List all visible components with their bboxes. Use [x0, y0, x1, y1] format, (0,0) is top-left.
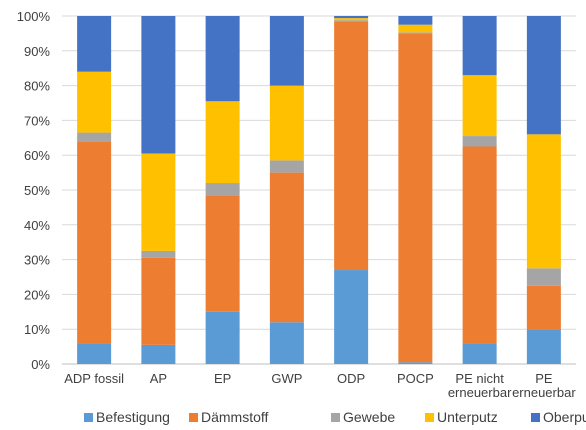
- bar-segment-gewebe: [205, 183, 240, 196]
- bar-segment-unterputz: [141, 153, 176, 251]
- bar-segment-dämmstoff: [334, 21, 369, 271]
- bar-segment-dämmstoff: [526, 285, 561, 330]
- bar-segment-oberputz: [205, 16, 240, 102]
- legend-swatch: [84, 413, 93, 422]
- bar-segment-befestigung: [77, 343, 112, 364]
- bars: [77, 16, 561, 364]
- y-tick-label: 50%: [24, 183, 50, 198]
- bar-segment-oberputz: [334, 16, 369, 19]
- x-tick-label: PE erneuerbar: [512, 371, 576, 400]
- y-tick-label: 80%: [24, 79, 50, 94]
- y-tick-label: 20%: [24, 287, 50, 302]
- legend-swatch: [189, 413, 198, 422]
- bar-segment-dämmstoff: [141, 257, 176, 345]
- bar-segment-dämmstoff: [269, 172, 304, 323]
- y-tick-label: 30%: [24, 253, 50, 268]
- bar-segment-oberputz: [526, 16, 561, 135]
- legend-swatch: [331, 413, 340, 422]
- bar-segment-unterputz: [334, 18, 369, 21]
- bar-segment-gewebe: [334, 20, 369, 22]
- bar-segment-dämmstoff: [462, 146, 497, 344]
- bar-segment-unterputz: [205, 101, 240, 184]
- bar-segment-dämmstoff: [77, 141, 112, 344]
- y-tick-label: 10%: [24, 322, 50, 337]
- bar-segment-befestigung: [334, 270, 369, 364]
- legend-label: Oberputz: [543, 409, 586, 425]
- legend-swatch: [425, 413, 434, 422]
- x-tick-label: PE nicht erneuerbar: [448, 371, 512, 400]
- bar-segment-gewebe: [462, 136, 497, 147]
- y-tick-label: 90%: [24, 44, 50, 59]
- x-axis-ticks: ADP fossil AP EP GWP ODP POCP PE nicht erneuerb…: [64, 371, 576, 400]
- bar-segment-gewebe: [77, 132, 112, 142]
- y-tick-label: 100%: [17, 9, 51, 24]
- bar-segment-oberputz: [141, 16, 176, 154]
- bar-segment-oberputz: [462, 16, 497, 76]
- y-tick-label: 60%: [24, 148, 50, 163]
- y-tick-label: 70%: [24, 113, 50, 128]
- gridlines: [62, 15, 576, 365]
- bar-segment-unterputz: [77, 71, 112, 133]
- bar-segment-befestigung: [526, 329, 561, 364]
- bar-segment-gewebe: [141, 250, 176, 258]
- bar-segment-oberputz: [77, 16, 112, 72]
- bar-segment-befestigung: [269, 322, 304, 364]
- bar-segment-oberputz: [398, 16, 433, 25]
- y-axis-ticks: 0% 10% 20% 30% 40% 50% 60% 70% 80% 90% 100%: [17, 9, 51, 372]
- x-tick-label: ADP fossil: [64, 371, 124, 386]
- bar-segment-gewebe: [526, 268, 561, 286]
- legend-swatch: [531, 413, 540, 422]
- y-tick-label: 0%: [31, 357, 50, 372]
- y-tick-label: 40%: [24, 218, 50, 233]
- bar-segment-unterputz: [526, 134, 561, 269]
- legend: Befestigung Dämmstoff Gewebe Unterputz Oberp…: [84, 409, 586, 425]
- bar-segment-unterputz: [462, 75, 497, 137]
- bar-segment-befestigung: [398, 362, 433, 364]
- x-tick-label: POCP: [397, 371, 434, 386]
- legend-label: Dämmstoff: [201, 409, 269, 425]
- bar-segment-oberputz: [269, 16, 304, 86]
- legend-label: Gewebe: [343, 409, 395, 425]
- x-tick-label: AP: [150, 371, 167, 386]
- bar-segment-gewebe: [269, 160, 304, 173]
- bar-segment-gewebe: [398, 32, 433, 34]
- bar-segment-befestigung: [205, 311, 240, 364]
- x-tick-label: GWP: [271, 371, 302, 386]
- bar-segment-unterputz: [269, 85, 304, 161]
- x-tick-label: ODP: [337, 371, 365, 386]
- bar-segment-unterputz: [398, 24, 433, 33]
- bar-segment-befestigung: [141, 344, 176, 364]
- x-tick-label: EP: [214, 371, 231, 386]
- bar-segment-befestigung: [462, 343, 497, 364]
- legend-label: Unterputz: [437, 409, 498, 425]
- legend-label: Befestigung: [96, 409, 170, 425]
- bar-segment-dämmstoff: [205, 195, 240, 312]
- bar-segment-dämmstoff: [398, 33, 433, 363]
